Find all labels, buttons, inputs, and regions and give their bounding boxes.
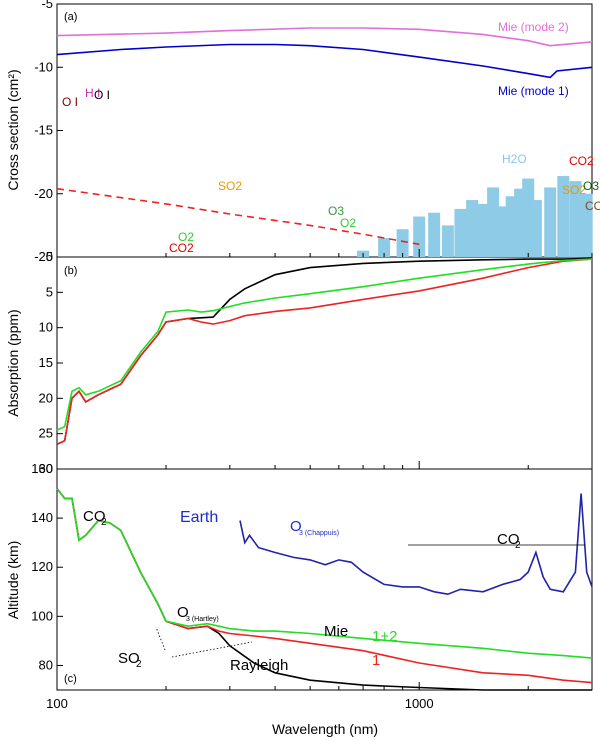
mie-mode2-label: Mie (mode 2) <box>498 20 569 34</box>
panel-c-label: O <box>290 518 302 535</box>
panel-c-label-sub: 3 (Hartley) <box>186 616 219 623</box>
ytick-label: -25 <box>34 249 53 264</box>
panel-c-label: Rayleigh <box>230 657 288 674</box>
h2o-spike <box>487 187 500 257</box>
panel-a-label: O I <box>94 88 110 102</box>
panel-a-label: CO2 <box>569 154 594 168</box>
panel-c-label: CO <box>83 508 106 525</box>
series-0-2 <box>56 187 420 246</box>
h2o-spike <box>557 176 570 257</box>
h2o-spike <box>378 238 391 257</box>
panel-c-label-sub: 3 (Chappuis) <box>299 530 339 537</box>
ytick-label: 30 <box>39 461 53 476</box>
panel-c-label: 1+2 <box>372 628 397 645</box>
h2o-spike <box>529 200 542 257</box>
ytick-label: -5 <box>41 0 53 11</box>
panel-b-ylabel: Absorption (ppm) <box>5 309 21 416</box>
panel-c-label-sub: 2 <box>515 540 521 551</box>
panel-a-label: O3 <box>328 204 344 218</box>
panel-a-label: CO <box>585 199 600 213</box>
series-2-3 <box>239 493 593 596</box>
h2o-spike <box>476 203 489 257</box>
panel-a-label: O I <box>62 95 78 109</box>
h2o-spike <box>396 229 409 257</box>
panel-c-label: Mie <box>324 623 348 640</box>
series-1-2 <box>56 258 593 431</box>
x-axis-label: Wavelength (nm) <box>272 721 378 737</box>
panel-a-label: O2 <box>340 216 356 230</box>
so2-pointer-1 <box>155 626 166 651</box>
series-0-1 <box>56 43 593 79</box>
panel-c-label: SO <box>118 650 140 667</box>
h2o-spike <box>441 225 454 257</box>
panel-c-label: O <box>177 604 189 621</box>
ytick-label: 140 <box>31 510 53 525</box>
ytick-label: -20 <box>34 186 53 201</box>
ytick-label: -10 <box>34 59 53 74</box>
ytick-label: 10 <box>39 320 53 335</box>
series-0-0 <box>56 27 593 47</box>
panel-a-id: (a) <box>64 11 77 23</box>
h2o-spike <box>569 181 582 257</box>
series-1-0 <box>56 257 593 446</box>
panel-a-label: CO2 <box>169 241 194 255</box>
xtick-label: 1000 <box>405 696 434 711</box>
h2o-spike <box>544 187 557 257</box>
ytick-label: 5 <box>46 284 53 299</box>
ytick-label: 20 <box>39 390 53 405</box>
h2o-spike <box>580 193 593 257</box>
ytick-label: 25 <box>39 426 53 441</box>
panel-c-frame <box>56 468 593 691</box>
ytick-label: 100 <box>31 608 53 623</box>
h2o-spike <box>454 208 467 257</box>
xtick-label: 100 <box>46 696 68 711</box>
ytick-label: 0 <box>46 249 53 264</box>
ytick-label: -15 <box>34 123 53 138</box>
panel-a-label: SO2 <box>562 183 586 197</box>
mie-mode1-label: Mie (mode 1) <box>498 84 569 98</box>
h2o-spike <box>413 216 426 257</box>
panel-c-id: (c) <box>64 673 77 685</box>
panel-a-label: SO2 <box>218 179 242 193</box>
h2o-spike <box>428 212 441 257</box>
panel-c-label-sub: 2 <box>101 517 107 528</box>
panel-a-label: O2 <box>178 230 194 244</box>
ytick-label: 120 <box>31 559 53 574</box>
ytick-label: 160 <box>31 461 53 476</box>
panel-a-label: H I <box>85 86 100 100</box>
panel-c-label: Earth <box>180 509 218 526</box>
panel-a-ylabel: Cross section (cm²) <box>5 69 21 190</box>
h2o-absorption-band <box>357 176 593 257</box>
ytick-label: 80 <box>39 657 53 672</box>
so2-pointer-2 <box>171 641 253 658</box>
series-1-1 <box>56 258 593 446</box>
panel-c-label: 1 <box>372 652 380 669</box>
series-2-2 <box>56 488 593 659</box>
panel-a-label: H2O <box>502 152 527 166</box>
panel-c-label-sub: 2 <box>136 659 142 670</box>
panel-c-ylabel: Altitude (km) <box>5 541 21 620</box>
panel-b-id: (b) <box>64 265 77 277</box>
h2o-spike <box>466 200 479 257</box>
panel-a-label: O3 <box>583 179 599 193</box>
panel-b-frame <box>56 256 593 470</box>
panel-c-label: CO <box>497 531 520 548</box>
ytick-label: 15 <box>39 355 53 370</box>
